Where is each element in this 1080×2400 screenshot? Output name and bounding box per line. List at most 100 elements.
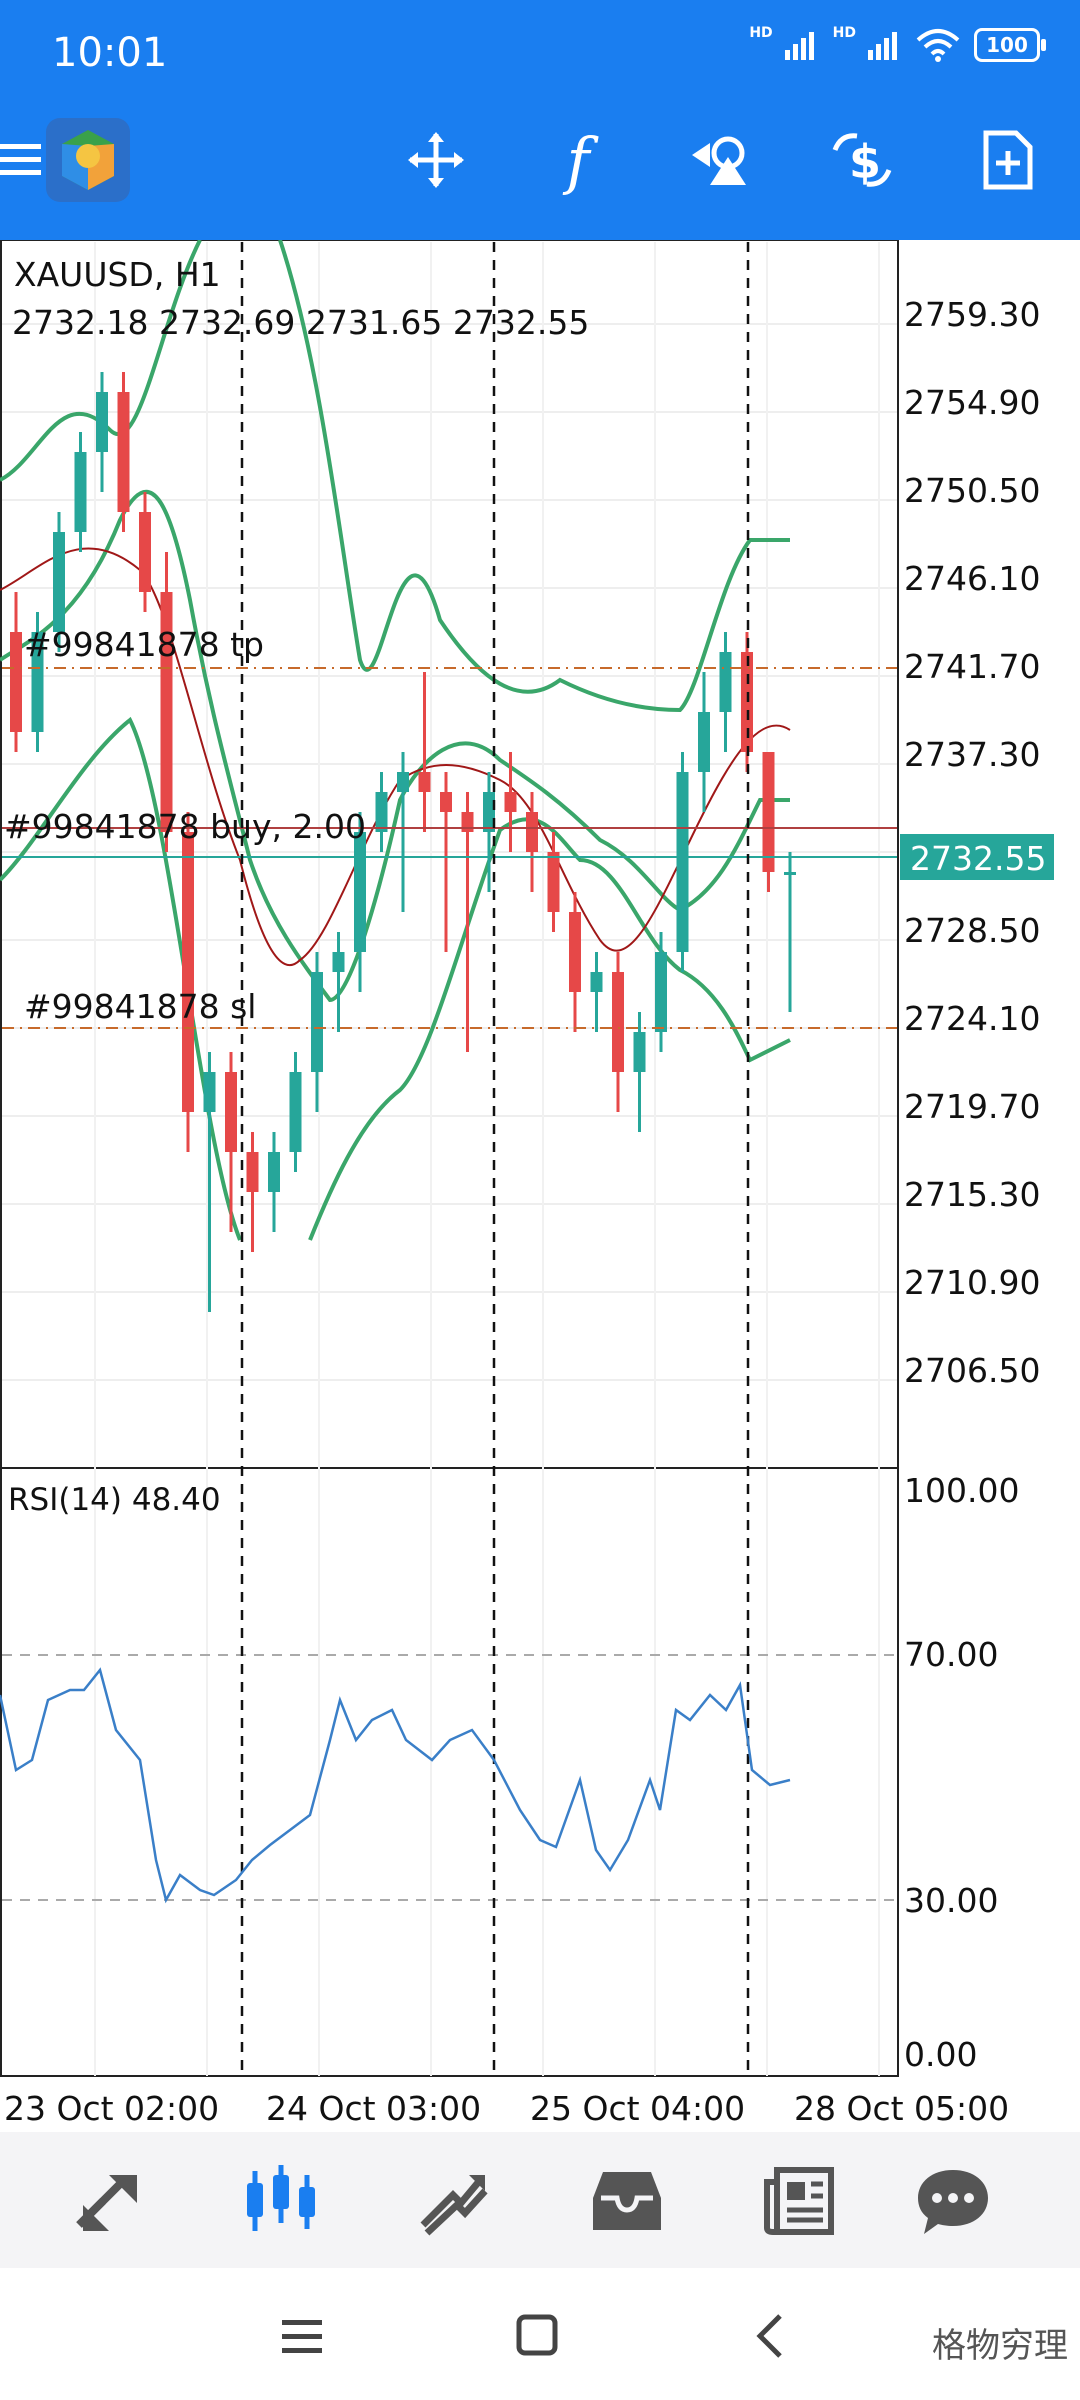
svg-text:$: $	[849, 135, 881, 189]
time-tick: 23 Oct 02:00	[4, 2089, 219, 2128]
candle-body	[53, 532, 65, 632]
system-nav: 格物穷理	[0, 2268, 1080, 2400]
app-logo[interactable]	[44, 116, 132, 204]
candle-body	[10, 632, 22, 732]
new-chart-icon[interactable]	[968, 120, 1048, 200]
candle-body	[655, 952, 667, 1032]
objects-icon[interactable]	[680, 120, 760, 200]
time-tick: 28 Oct 05:00	[794, 2089, 1009, 2128]
candle-body	[31, 632, 44, 732]
bottom-nav	[0, 2132, 1080, 2268]
tp-label: #99841878 tp	[24, 625, 264, 664]
sl-label: #99841878 sl	[24, 987, 256, 1026]
recent-apps-button[interactable]	[280, 2316, 324, 2360]
signal-icon-2	[868, 32, 897, 60]
rsi-level-0: 0.00	[904, 2035, 977, 2074]
price-axis: 2759.30 2754.90 2750.50 2746.10 2741.70 …	[904, 295, 1040, 1390]
news-icon[interactable]	[754, 2156, 844, 2246]
candle-body	[418, 772, 431, 792]
candle-body	[397, 772, 409, 792]
candle-body	[612, 972, 624, 1072]
candle-body	[332, 952, 345, 972]
price-tick: 2728.50	[904, 911, 1040, 950]
chat-icon[interactable]	[908, 2156, 998, 2246]
menu-icon[interactable]	[0, 120, 60, 200]
candle-body	[74, 452, 87, 532]
current-price-label: 2732.55	[910, 839, 1046, 878]
candle-body	[569, 912, 581, 992]
candle-body	[246, 1152, 259, 1192]
price-tick: 2746.10	[904, 559, 1040, 598]
price-tick: 2715.30	[904, 1175, 1040, 1214]
candle-body	[633, 1032, 646, 1072]
candle-body	[268, 1152, 280, 1192]
chart-icon[interactable]	[236, 2156, 326, 2246]
candle-body	[440, 792, 452, 812]
status-time: 10:01	[52, 30, 168, 76]
buy-label: #99841878 buy, 2.00	[4, 807, 366, 846]
candle-body	[354, 832, 366, 952]
candle-body	[483, 792, 495, 832]
candle-body	[203, 1072, 216, 1112]
rsi-pane	[0, 1467, 899, 2077]
candle-body	[526, 812, 538, 852]
candle-body	[117, 392, 130, 512]
bollinger-middle	[0, 489, 790, 1003]
rsi-level-30: 30.00	[904, 1881, 998, 1920]
price-tick: 2737.30	[904, 735, 1040, 774]
price-tick: 2754.90	[904, 383, 1040, 422]
candle-body	[182, 832, 194, 1112]
rsi-label: RSI(14) 48.40	[8, 1482, 221, 1518]
price-tick: 2724.10	[904, 999, 1040, 1038]
candle-body	[741, 652, 753, 752]
candle-body	[160, 592, 173, 832]
candle-body	[547, 852, 560, 912]
trade-icon[interactable]: $	[822, 120, 902, 200]
ohlc-label: 2732.18 2732.69 2731.65 2732.55	[12, 303, 589, 342]
candle-body	[698, 712, 710, 772]
top-bar: 10:01 HD HD 100	[0, 0, 1080, 240]
back-button[interactable]	[754, 2314, 784, 2362]
candle-body	[289, 1072, 302, 1152]
candle-body	[96, 392, 108, 452]
candle-body	[676, 772, 689, 952]
rsi-level-100: 100.00	[904, 1471, 1019, 1510]
candle-body	[375, 792, 388, 832]
price-tick: 2750.50	[904, 471, 1040, 510]
price-chart[interactable]: XAUUSD, H1 2732.18 2732.69 2731.65 2732.…	[0, 239, 1080, 2130]
price-tick: 2710.90	[904, 1263, 1040, 1302]
candle-body	[225, 1072, 237, 1152]
price-tick: 2719.70	[904, 1087, 1040, 1126]
history-icon[interactable]	[582, 2156, 672, 2246]
home-button[interactable]	[516, 2314, 558, 2360]
price-tick: 2706.50	[904, 1351, 1040, 1390]
candle-body	[139, 512, 151, 592]
candle-body	[590, 972, 603, 992]
wifi-icon	[916, 29, 960, 62]
time-tick: 25 Oct 04:00	[530, 2089, 745, 2128]
chart-area[interactable]: XAUUSD, H1 2732.18 2732.69 2731.65 2732.…	[0, 239, 1080, 2130]
time-tick: 24 Oct 03:00	[266, 2089, 481, 2128]
rsi-level-70: 70.00	[904, 1635, 998, 1674]
candle-body	[784, 872, 796, 875]
quotes-icon[interactable]	[64, 2156, 154, 2246]
battery-icon: 100	[974, 28, 1046, 62]
candle-body	[719, 652, 732, 712]
hd-label: HD	[749, 25, 773, 41]
crosshair-icon[interactable]	[396, 120, 476, 200]
candle-body	[311, 972, 323, 1072]
watermark: 格物穷理	[932, 2326, 1068, 2366]
hd-label-2: HD	[832, 25, 856, 41]
signal-icon	[784, 32, 814, 60]
bollinger-upper	[0, 239, 790, 713]
symbol-label: XAUUSD, H1	[14, 255, 221, 294]
candle-body	[762, 752, 775, 872]
indicators-icon[interactable]: f	[566, 123, 590, 197]
current-price-badge	[900, 834, 1054, 880]
status-icons: HD HD 100	[749, 25, 1046, 62]
price-tick: 2759.30	[904, 295, 1040, 334]
price-tick: 2741.70	[904, 647, 1040, 686]
trade-icon[interactable]	[408, 2156, 498, 2246]
rsi-line	[0, 1667, 791, 1904]
candle-body	[504, 792, 517, 812]
